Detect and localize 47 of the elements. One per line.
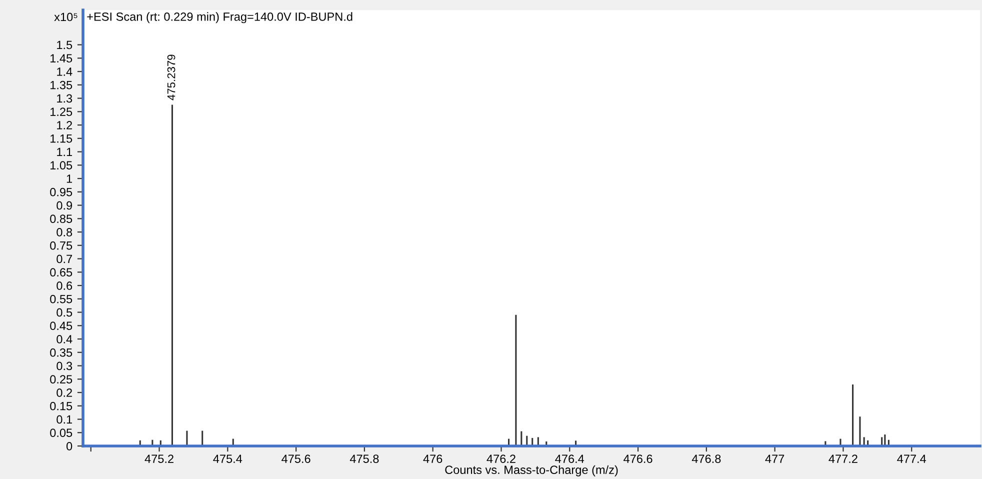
y-tick-label: 0.55 — [50, 294, 72, 304]
y-tick-label: 0.25 — [50, 375, 72, 384]
y-tick-label: 0.65 — [50, 268, 72, 277]
x-tick-label: 476.2 — [486, 454, 516, 464]
x-tick-label: 476.8 — [692, 454, 721, 464]
x-tick-label: 475.8 — [350, 454, 379, 464]
y-tick-label: 0.05 — [50, 428, 72, 438]
y-tick-label: 1.3 — [57, 94, 72, 103]
y-tick-label: 0.6 — [56, 282, 72, 290]
y-tick-label: 1.2 — [57, 121, 72, 130]
y-tick-label: 0.1 — [56, 415, 72, 424]
x-tick-label: 477.2 — [828, 454, 858, 463]
y-tick-label: 1.35 — [50, 80, 72, 90]
annotation: 475.2379 — [167, 54, 176, 100]
y-tick-label: 0.8 — [56, 228, 72, 236]
y-tick-label: 1.45 — [50, 54, 72, 63]
y-tick-label: 0.75 — [50, 241, 72, 250]
x-tick-label: 477 — [765, 454, 784, 463]
x-tick-label: 476.4 — [555, 454, 584, 464]
y-tick-label: 0.45 — [50, 322, 72, 330]
x-axis-title: Counts vs. Mass-to-Charge (m/z) — [445, 465, 618, 476]
y-tick-label: 0.15 — [50, 402, 72, 410]
x-tick-label: 476 — [423, 454, 442, 464]
y-axis-title: x10⁵ — [54, 12, 78, 22]
y-tick-label: 0.9 — [56, 201, 72, 210]
x-tick-label: 475.6 — [282, 454, 310, 464]
y-tick-label: 0.4 — [56, 335, 72, 344]
y-tick-label: 1.25 — [50, 108, 72, 116]
y-tick-label: 0.35 — [50, 348, 72, 357]
x-tick-label: 475.4 — [213, 454, 242, 464]
y-tick-label: 0.95 — [50, 188, 72, 196]
y-tick-label: 0.2 — [56, 388, 72, 397]
y-tick-label: 0 — [66, 442, 72, 450]
x-tick-label: 476.6 — [624, 454, 652, 464]
y-tick-label: 1 — [66, 174, 72, 183]
y-tick-label: 0.3 — [56, 362, 72, 370]
y-tick-label: 0.7 — [56, 254, 72, 264]
x-tick-label: 475.2 — [144, 454, 174, 464]
chart-title: +ESI Scan (rt: 0.229 min) Frag=140.0V ID-BUPN.d — [87, 12, 352, 24]
y-tick-label: 0.85 — [50, 214, 72, 224]
y-tick-label: 1.1 — [57, 148, 72, 156]
y-tick-label: 1.15 — [50, 134, 72, 143]
x-tick-label: 477.4 — [897, 454, 926, 463]
y-tick-label: 0.5 — [56, 308, 72, 317]
y-tick-label: 1.5 — [57, 40, 72, 50]
y-tick-label: 1.05 — [50, 161, 72, 170]
y-tick-label: 1.4 — [57, 68, 72, 76]
